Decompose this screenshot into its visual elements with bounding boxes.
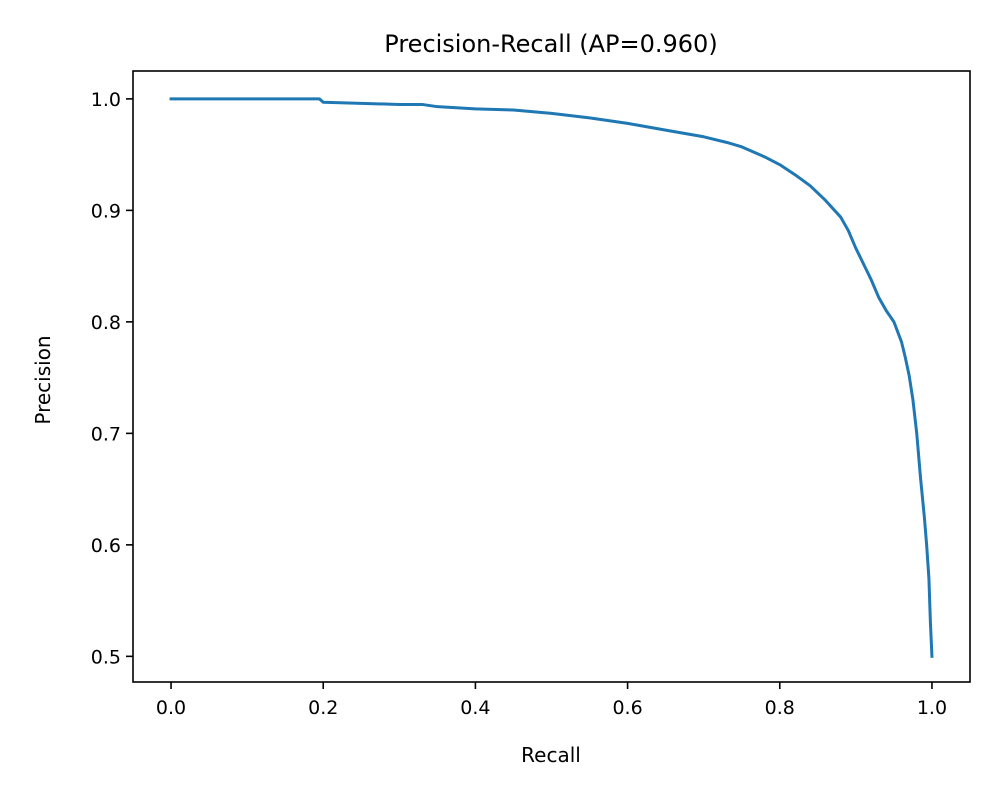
y-axis-label: Precision — [31, 335, 55, 424]
series-layer — [169, 97, 934, 658]
x-tick-label: 0.6 — [612, 697, 642, 719]
x-tick-label: 0.0 — [156, 697, 186, 719]
chart-title: Precision-Recall (AP=0.960) — [384, 30, 717, 58]
y-tick-label: 0.5 — [91, 646, 121, 668]
y-tick-label: 1.0 — [91, 89, 121, 111]
axes-frame — [132, 70, 971, 683]
y-tick-label: 0.9 — [91, 200, 121, 222]
x-tick-label: 0.4 — [460, 697, 490, 719]
y-tick-label: 0.6 — [91, 535, 121, 557]
x-tick-label: 0.2 — [308, 697, 338, 719]
x-tick-label: 1.0 — [917, 697, 947, 719]
y-tick-label: 0.7 — [91, 423, 121, 445]
x-tick-label: 0.8 — [765, 697, 795, 719]
y-axis-ticks: 0.5 0.6 0.7 0.8 0.9 1.0 — [91, 89, 133, 668]
x-axis-ticks: 0.0 0.2 0.4 0.6 0.8 1.0 — [156, 682, 947, 719]
y-tick-label: 0.8 — [91, 312, 121, 334]
x-axis-label: Recall — [521, 743, 581, 767]
pr-curve-line — [169, 97, 934, 658]
